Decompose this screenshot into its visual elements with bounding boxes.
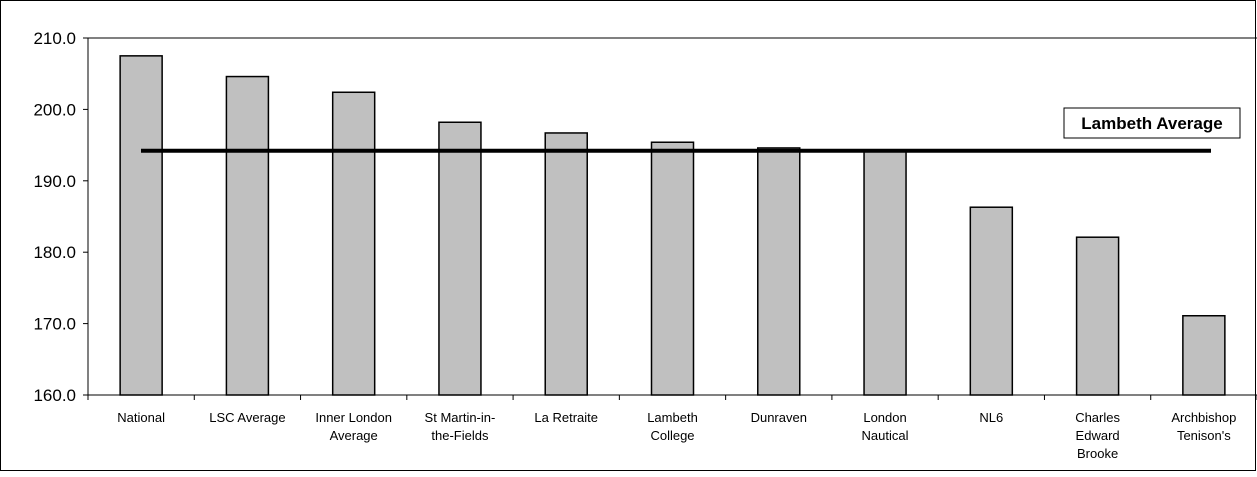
x-tick-label-line: La Retraite (534, 410, 598, 425)
x-tick-label-line: Lambeth (647, 410, 698, 425)
bar (119, 55, 163, 396)
x-tick-label-line: National (117, 410, 165, 425)
reference-label-box (1063, 107, 1241, 139)
x-tick-label-line: Brooke (1077, 446, 1118, 461)
x-tick-label-line: NL6 (979, 410, 1003, 425)
x-tick-label: Lambeth College (647, 410, 698, 443)
x-tick-label: La Retraite (534, 410, 598, 425)
x-tick-label-line: the-Fields (431, 428, 489, 443)
x-tick-label-line: LSC Average (209, 410, 285, 425)
y-tick-label: 180.0 (33, 243, 76, 262)
bars (119, 55, 1226, 396)
x-tick-label: Charles Edward Brooke (1075, 410, 1120, 461)
x-tick-label: NL6 (979, 410, 1003, 425)
x-tick-label-line: Tenison's (1177, 428, 1231, 443)
bar (438, 121, 482, 396)
bar (1182, 314, 1226, 396)
bar (331, 91, 376, 396)
bar (544, 132, 588, 396)
reference-line-group: Lambeth Average (141, 107, 1241, 153)
y-tick-label: 170.0 (33, 315, 76, 334)
x-tick-label: National (117, 410, 165, 425)
y-tick-label: 160.0 (33, 386, 76, 405)
bar (757, 147, 801, 396)
bar (650, 141, 695, 396)
bar (969, 206, 1014, 396)
x-tick-label: Inner London Average (315, 410, 392, 443)
x-axis: National LSC Average Inner London Average St… (87, 394, 1257, 461)
x-tick-label-line: Inner London (315, 410, 392, 425)
x-tick-label: St Martin-in-the-Fields (425, 410, 496, 443)
x-tick-label-line: London (863, 410, 906, 425)
x-tick-label-line: Charles (1075, 410, 1120, 425)
x-tick-label: LSC Average (209, 410, 285, 425)
bar (1075, 236, 1120, 396)
x-tick-label-line: Nautical (862, 428, 909, 443)
bar (225, 75, 270, 396)
x-tick-label: London Nautical (862, 410, 909, 443)
y-axis: 160.0 170.0 180.0 190.0 200.0 210.0 (33, 29, 1257, 405)
bar (863, 149, 907, 396)
x-tick-label-line: Dunraven (751, 410, 807, 425)
x-tick-label-line: College (650, 428, 694, 443)
x-tick-label-line: Edward (1076, 428, 1120, 443)
x-tick-label: Dunraven (751, 410, 807, 425)
y-tick-label: 210.0 (33, 29, 76, 48)
x-tick-label-line: Archbishop (1171, 410, 1236, 425)
x-tick-label-line: Average (330, 428, 378, 443)
y-tick-label: 200.0 (33, 100, 76, 119)
x-tick-label-line: St Martin-in- (425, 410, 496, 425)
y-tick-label: 190.0 (33, 172, 76, 191)
x-tick-label: Archbishop Tenison's (1171, 410, 1236, 443)
reference-label: Lambeth Average (1081, 114, 1222, 133)
